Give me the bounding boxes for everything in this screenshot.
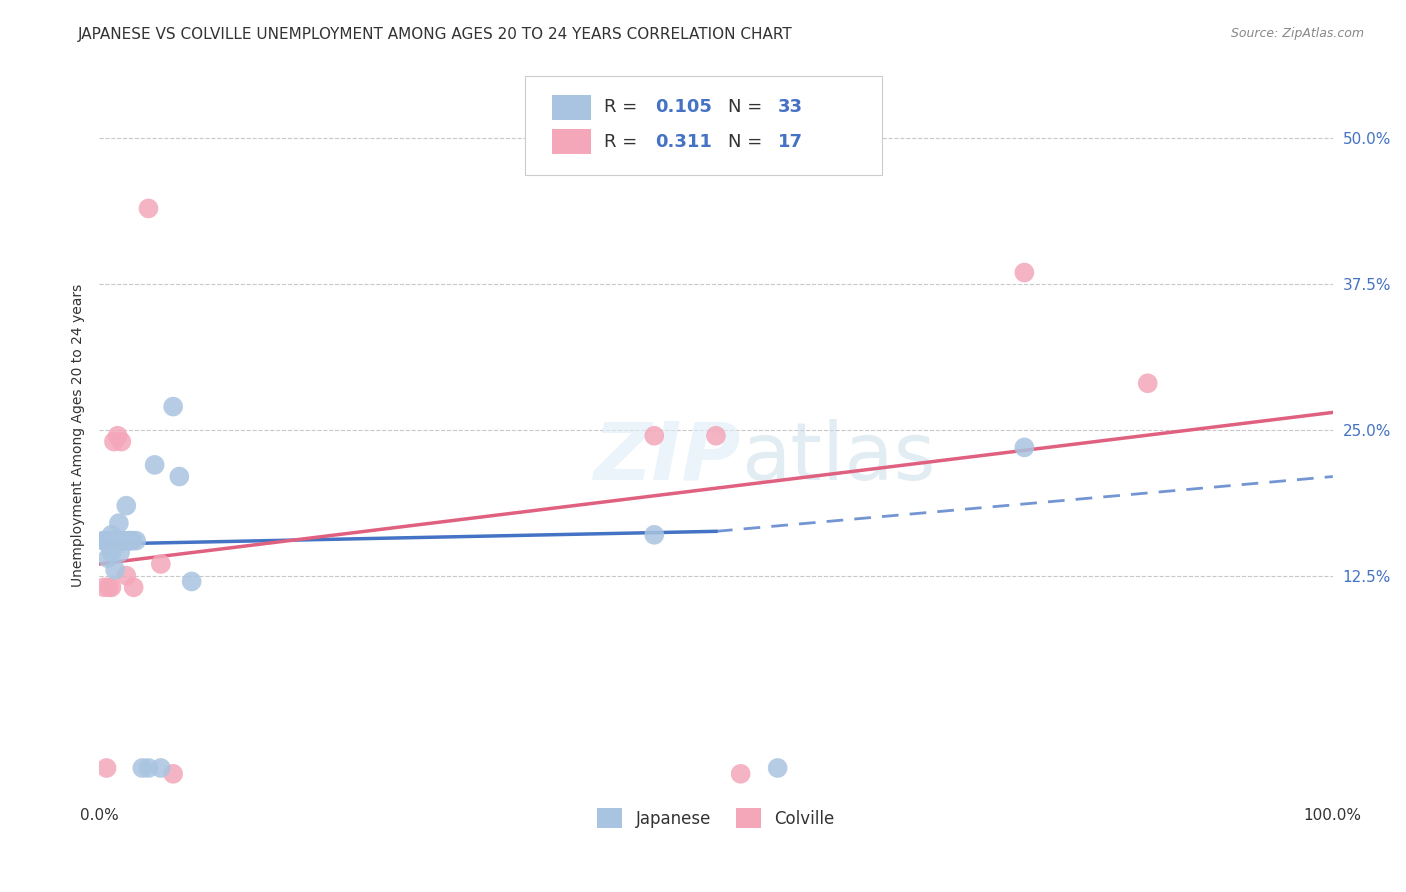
Point (138, 761, 160, 775)
Point (143, 458, 166, 472)
Point (103, 533, 125, 548)
Point (643, 428, 665, 442)
Point (110, 434, 132, 449)
Bar (553, 129, 592, 154)
Point (643, 528, 665, 542)
Point (149, 761, 172, 775)
Point (766, 761, 789, 775)
Point (131, 761, 153, 775)
Text: R =: R = (603, 98, 643, 117)
Point (91, 533, 114, 548)
Text: ZIP: ZIP (593, 418, 741, 497)
Point (149, 557, 172, 571)
Point (103, 434, 125, 449)
Point (94, 533, 117, 548)
Point (96, 761, 118, 775)
Text: 33: 33 (778, 98, 803, 117)
Point (115, 568, 138, 582)
Point (111, 533, 134, 548)
Text: 0.311: 0.311 (655, 133, 713, 151)
Point (101, 533, 124, 548)
Point (110, 533, 132, 548)
FancyBboxPatch shape (524, 76, 883, 175)
Point (1014, 266, 1036, 280)
Text: N =: N = (728, 133, 768, 151)
Point (98, 533, 121, 548)
Point (180, 574, 202, 589)
Point (97, 551, 120, 566)
Bar (553, 95, 592, 120)
Point (98, 540, 121, 554)
Point (138, 202, 160, 216)
Point (107, 428, 129, 442)
Point (118, 533, 141, 548)
Text: 17: 17 (778, 133, 803, 151)
Point (118, 533, 141, 548)
Point (115, 499, 138, 513)
Legend: Japanese, Colville: Japanese, Colville (591, 801, 841, 835)
Point (96, 533, 118, 548)
Point (100, 580, 122, 594)
Point (93, 580, 115, 594)
Point (108, 545, 131, 559)
Y-axis label: Unemployment Among Ages 20 to 24 years: Unemployment Among Ages 20 to 24 years (72, 285, 86, 587)
Point (104, 563, 127, 577)
Point (162, 400, 184, 414)
Point (1014, 441, 1036, 455)
Point (105, 533, 128, 548)
Point (169, 469, 191, 483)
Text: R =: R = (603, 133, 643, 151)
Point (1136, 376, 1159, 391)
Point (162, 767, 184, 781)
Text: atlas: atlas (741, 418, 935, 497)
Point (107, 533, 129, 548)
Text: 0.105: 0.105 (655, 98, 713, 117)
Point (100, 545, 122, 559)
Text: N =: N = (728, 98, 768, 117)
Point (704, 428, 727, 442)
Point (98, 580, 121, 594)
Text: JAPANESE VS COLVILLE UNEMPLOYMENT AMONG AGES 20 TO 24 YEARS CORRELATION CHART: JAPANESE VS COLVILLE UNEMPLOYMENT AMONG … (77, 27, 792, 42)
Point (100, 528, 122, 542)
Point (122, 580, 145, 594)
Point (112, 533, 135, 548)
Point (121, 533, 143, 548)
Point (108, 516, 131, 531)
Point (125, 533, 148, 548)
Point (730, 767, 752, 781)
Text: Source: ZipAtlas.com: Source: ZipAtlas.com (1230, 27, 1364, 40)
